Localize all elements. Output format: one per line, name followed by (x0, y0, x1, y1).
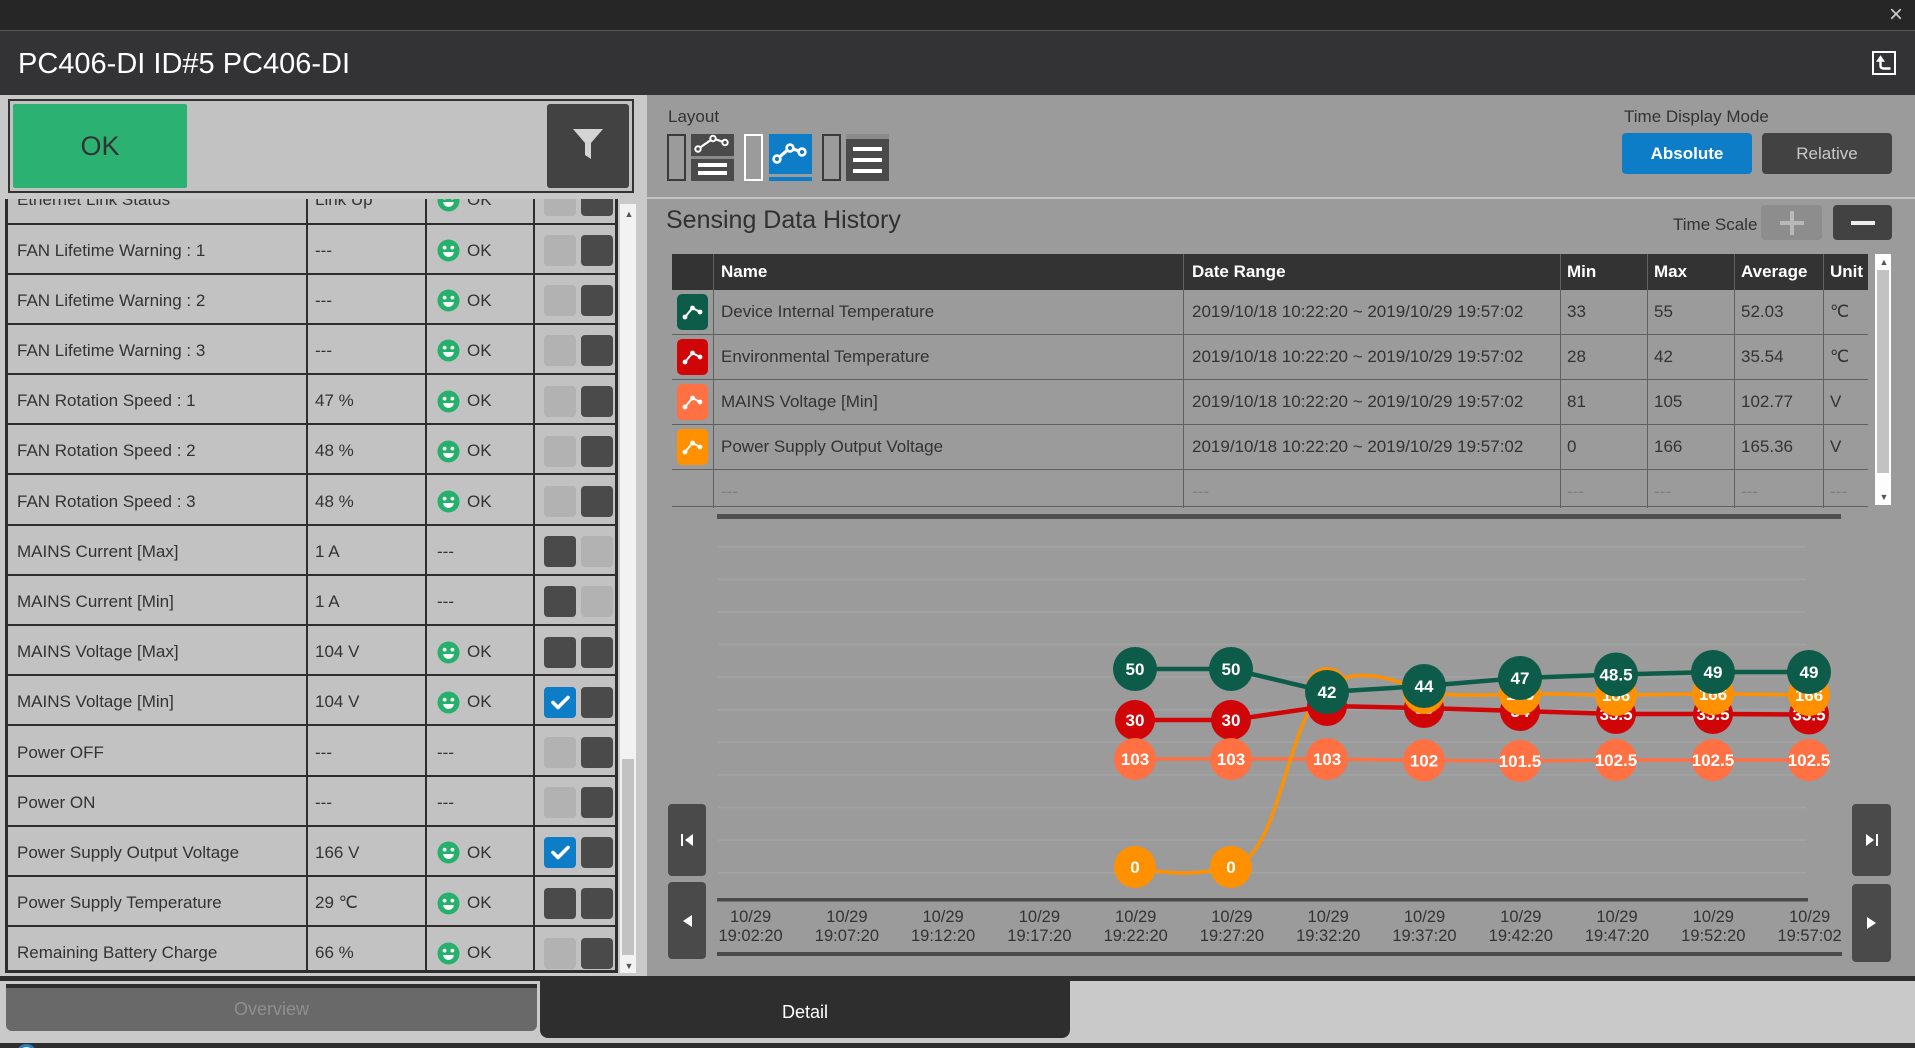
svg-text:10/29: 10/29 (826, 908, 867, 926)
svg-text:10/29: 10/29 (1404, 908, 1445, 926)
svg-text:50: 50 (1126, 660, 1145, 679)
svg-text:19:27:20: 19:27:20 (1200, 927, 1264, 945)
svg-text:102.5: 102.5 (1692, 751, 1735, 770)
svg-text:19:22:20: 19:22:20 (1104, 927, 1168, 945)
svg-text:103: 103 (1217, 750, 1245, 769)
svg-text:0: 0 (1226, 858, 1235, 877)
svg-text:10/29: 10/29 (1500, 908, 1541, 926)
svg-text:10/29: 10/29 (730, 908, 771, 926)
svg-text:19:37:20: 19:37:20 (1392, 927, 1456, 945)
svg-text:10/29: 10/29 (1115, 908, 1156, 926)
svg-text:49: 49 (1800, 663, 1819, 682)
svg-text:44: 44 (1415, 677, 1434, 696)
svg-text:101.5: 101.5 (1499, 752, 1542, 771)
svg-text:19:42:20: 19:42:20 (1489, 927, 1553, 945)
svg-text:48.5: 48.5 (1599, 666, 1632, 685)
svg-text:103: 103 (1313, 750, 1341, 769)
svg-text:10/29: 10/29 (1789, 908, 1830, 926)
svg-text:19:02:20: 19:02:20 (718, 927, 782, 945)
svg-text:102: 102 (1410, 751, 1438, 770)
svg-text:102.5: 102.5 (1788, 751, 1831, 770)
svg-text:30: 30 (1126, 711, 1145, 730)
svg-text:10/29: 10/29 (1308, 908, 1349, 926)
svg-text:49: 49 (1704, 663, 1723, 682)
svg-text:10/29: 10/29 (1693, 908, 1734, 926)
svg-text:10/29: 10/29 (1211, 908, 1252, 926)
svg-text:47: 47 (1511, 669, 1530, 688)
svg-text:19:12:20: 19:12:20 (911, 927, 975, 945)
svg-text:10/29: 10/29 (1019, 908, 1060, 926)
svg-text:19:17:20: 19:17:20 (1007, 927, 1071, 945)
svg-text:19:57:02: 19:57:02 (1777, 927, 1841, 945)
svg-text:19:07:20: 19:07:20 (815, 927, 879, 945)
svg-text:42: 42 (1318, 683, 1337, 702)
svg-text:10/29: 10/29 (922, 908, 963, 926)
svg-text:0: 0 (1130, 858, 1139, 877)
svg-text:10/29: 10/29 (1596, 908, 1637, 926)
svg-text:103: 103 (1121, 750, 1149, 769)
svg-text:19:32:20: 19:32:20 (1296, 927, 1360, 945)
svg-text:30: 30 (1222, 711, 1241, 730)
svg-text:50: 50 (1222, 660, 1241, 679)
svg-text:102.5: 102.5 (1595, 751, 1638, 770)
svg-text:19:47:20: 19:47:20 (1585, 927, 1649, 945)
svg-text:19:52:20: 19:52:20 (1681, 927, 1745, 945)
